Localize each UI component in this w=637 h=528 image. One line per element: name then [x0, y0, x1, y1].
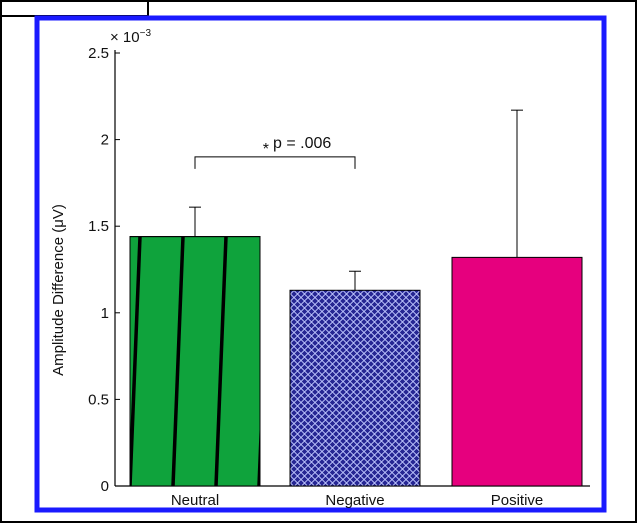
- neutral-bar-stripes: [87, 236, 260, 486]
- x-tick-label: Positive: [491, 492, 544, 509]
- stripe: [87, 237, 97, 486]
- y-tick-label: 0.5: [88, 391, 109, 408]
- y-tick-label: 0: [101, 478, 109, 495]
- y-tick-label: 1.5: [88, 218, 109, 235]
- y-ticks: 0 0.5 1 1.5 2 2.5: [88, 45, 120, 495]
- y-tick-label: 2: [101, 132, 109, 149]
- x-tick-label: Negative: [325, 492, 384, 509]
- bar-positive: [451, 256, 583, 487]
- stripe: [214, 236, 228, 486]
- y-tick-label: 2.5: [88, 45, 109, 62]
- bar-neutral: [129, 236, 261, 487]
- bars: [87, 236, 583, 487]
- y-axis-label: Amplitude Difference (μV): [50, 204, 67, 376]
- x-tick-label: Neutral: [171, 492, 219, 509]
- significance-star: *: [263, 141, 269, 158]
- x-tick-labels: Neutral Negative Positive: [171, 492, 543, 509]
- significance-annotation: * p = .006: [194, 135, 356, 169]
- stripe: [130, 236, 142, 486]
- significance-bracket: [194, 156, 356, 169]
- figure-frame: [34, 15, 607, 513]
- error-bars: [189, 109, 523, 291]
- y-tick-label: 1: [101, 305, 109, 322]
- y-multiplier: × 10−3: [110, 28, 151, 46]
- bar-negative: [289, 289, 421, 487]
- stripe: [171, 236, 185, 486]
- p-value-label: p = .006: [273, 135, 331, 152]
